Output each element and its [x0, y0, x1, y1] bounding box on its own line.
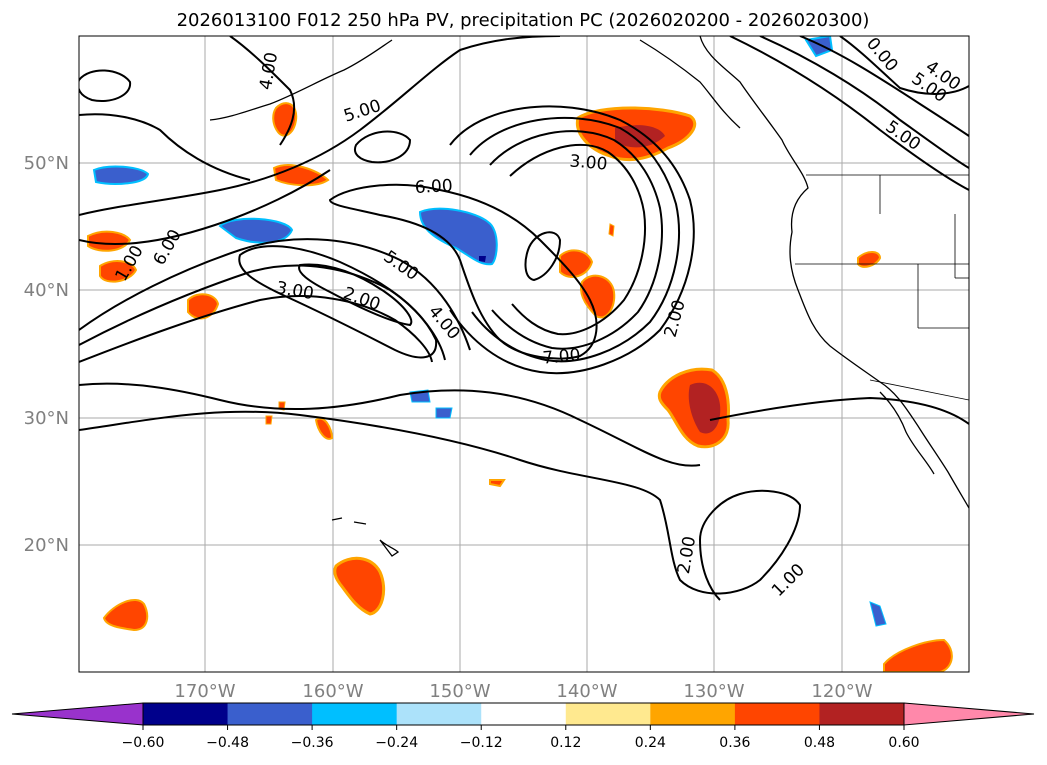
- lat-label: 20°N: [24, 535, 69, 556]
- colorbar: −0.60 −0.48 −0.36 −0.24 −0.12 0.12 0.24 0.36 0.4…: [11, 702, 1035, 751]
- lon-label: 170°W: [174, 681, 235, 702]
- contour-label: 3.00: [569, 151, 608, 174]
- precip-neg-small-3: [869, 601, 887, 627]
- colorbar-under-extension: [11, 702, 144, 726]
- colorbar-bin: [312, 703, 398, 725]
- precip-neg-central-core: [479, 256, 486, 262]
- pv-contour-small-closed-2: [524, 231, 562, 282]
- baja-coast: [879, 391, 935, 475]
- lat-label: 30°N: [24, 408, 69, 429]
- pv-contour-jet-3: [489, 130, 663, 350]
- lon-label: 160°W: [302, 681, 363, 702]
- contour-label: 7.00: [542, 345, 581, 368]
- pv-contour-trough-1: [79, 238, 471, 351]
- precip-neg-central: [418, 207, 498, 266]
- pv-contour-west-2: [79, 113, 251, 181]
- precip-cell-south-west: [102, 599, 149, 632]
- pv-contour-north-2: [79, 169, 331, 245]
- colorbar-bin: [565, 703, 651, 725]
- pv-contour-3-closed: [238, 245, 438, 359]
- latitude-labels: 50°N 40°N 30°N 20°N: [24, 153, 69, 556]
- precip-neg-west: [92, 165, 150, 185]
- lon-label: 140°W: [556, 681, 617, 702]
- precip-core-east-pacific: [688, 382, 721, 434]
- pv-contour-7: [328, 183, 598, 360]
- colorbar-tick-label: −0.36: [291, 735, 334, 751]
- colorbar-tick-label: −0.60: [122, 735, 165, 751]
- pv-contour-jet-1: [449, 105, 695, 375]
- precip-cell-small-4: [608, 223, 615, 237]
- precip-neg-small-2: [435, 407, 453, 419]
- pv-contour-east-1: [709, 396, 969, 425]
- pv-contour-low-1: [79, 382, 701, 467]
- precip-cell-central-2: [580, 274, 616, 319]
- precip-neg-west-2: [218, 217, 294, 244]
- precip-cell-west-2: [99, 260, 138, 283]
- pv-contour-2-closed: [298, 263, 413, 327]
- colorbar-bin: [819, 703, 905, 725]
- north-america-coast: [699, 36, 969, 509]
- hawaii-islands: [331, 517, 400, 557]
- colorbar-bin: [650, 703, 736, 725]
- lon-label: 130°W: [683, 681, 744, 702]
- precip-cell-west-1: [87, 230, 132, 252]
- lat-label: 40°N: [24, 280, 69, 301]
- political-borders: [795, 174, 969, 401]
- colorbar-tick-label: 0.48: [804, 735, 835, 751]
- contour-label: 6.00: [414, 176, 453, 198]
- pv-contour-north-1: [79, 36, 561, 216]
- precip-cell-south-east: [883, 638, 953, 672]
- pv-contour-east-jet-3: [799, 36, 969, 137]
- colorbar-tick-label: 0.36: [719, 735, 750, 751]
- colorbar-ticks: −0.60 −0.48 −0.36 −0.24 −0.12 0.12 0.24 0.36 0.4…: [122, 725, 920, 751]
- pv-contours: [79, 36, 969, 601]
- aleutian-chain: [209, 39, 393, 121]
- precip-cell-west-3: [187, 293, 220, 320]
- precip-cell-hawaii: [333, 556, 386, 616]
- lon-label: 150°W: [429, 681, 490, 702]
- longitude-labels: 170°W 160°W 150°W 140°W 130°W 120°W: [174, 681, 872, 702]
- pv-contour-jet-4: [509, 143, 646, 336]
- precip-cell-small-3: [489, 479, 506, 488]
- colorbar-bin: [734, 703, 820, 725]
- lat-label: 50°N: [24, 153, 69, 174]
- colorbar-bin: [143, 703, 229, 725]
- colorbar-tick-label: −0.12: [460, 735, 503, 751]
- colorbar-tick-label: 0.60: [888, 735, 919, 751]
- pv-contour-trough-3: [79, 295, 433, 363]
- colorbar-bins: [143, 703, 905, 725]
- figure-title: 2026013100 F012 250 hPa PV, precipitatio…: [177, 10, 870, 31]
- precip-cell-small-5: [265, 415, 273, 425]
- coastlines: [209, 36, 969, 557]
- pv-contour-east-jet-2: [759, 36, 969, 169]
- colorbar-over-extension: [903, 702, 1035, 726]
- colorbar-tick-label: −0.24: [375, 735, 418, 751]
- pv-contour-east-jet-4: [839, 36, 969, 95]
- pv-contour-west-closed: [79, 69, 132, 102]
- colorbar-bin: [481, 703, 567, 725]
- map-frame: [78, 35, 970, 673]
- pv-contour-jet-2: [469, 116, 680, 363]
- lon-label: 120°W: [811, 681, 872, 702]
- precip-cell-small-2: [857, 251, 882, 268]
- alaska-panhandle-coast: [639, 39, 741, 129]
- pv-contour-aleut: [229, 36, 296, 146]
- pv-contour-low-2: [79, 410, 802, 601]
- colorbar-tick-label: −0.48: [206, 735, 249, 751]
- pv-contour-east-jet-1: [729, 36, 969, 191]
- colorbar-bin: [227, 703, 313, 725]
- colorbar-bin: [396, 703, 482, 725]
- pv-contour-small-closed: [354, 130, 412, 164]
- precip-cell-small-1: [314, 417, 334, 440]
- map-panel: 4.00 5.00 3.00 6.00 6.00 1.00 3.00 2.00 …: [79, 36, 969, 672]
- colorbar-tick-label: 0.24: [635, 735, 666, 751]
- colorbar-tick-label: 0.12: [550, 735, 581, 751]
- colorbar-frame: [142, 702, 905, 726]
